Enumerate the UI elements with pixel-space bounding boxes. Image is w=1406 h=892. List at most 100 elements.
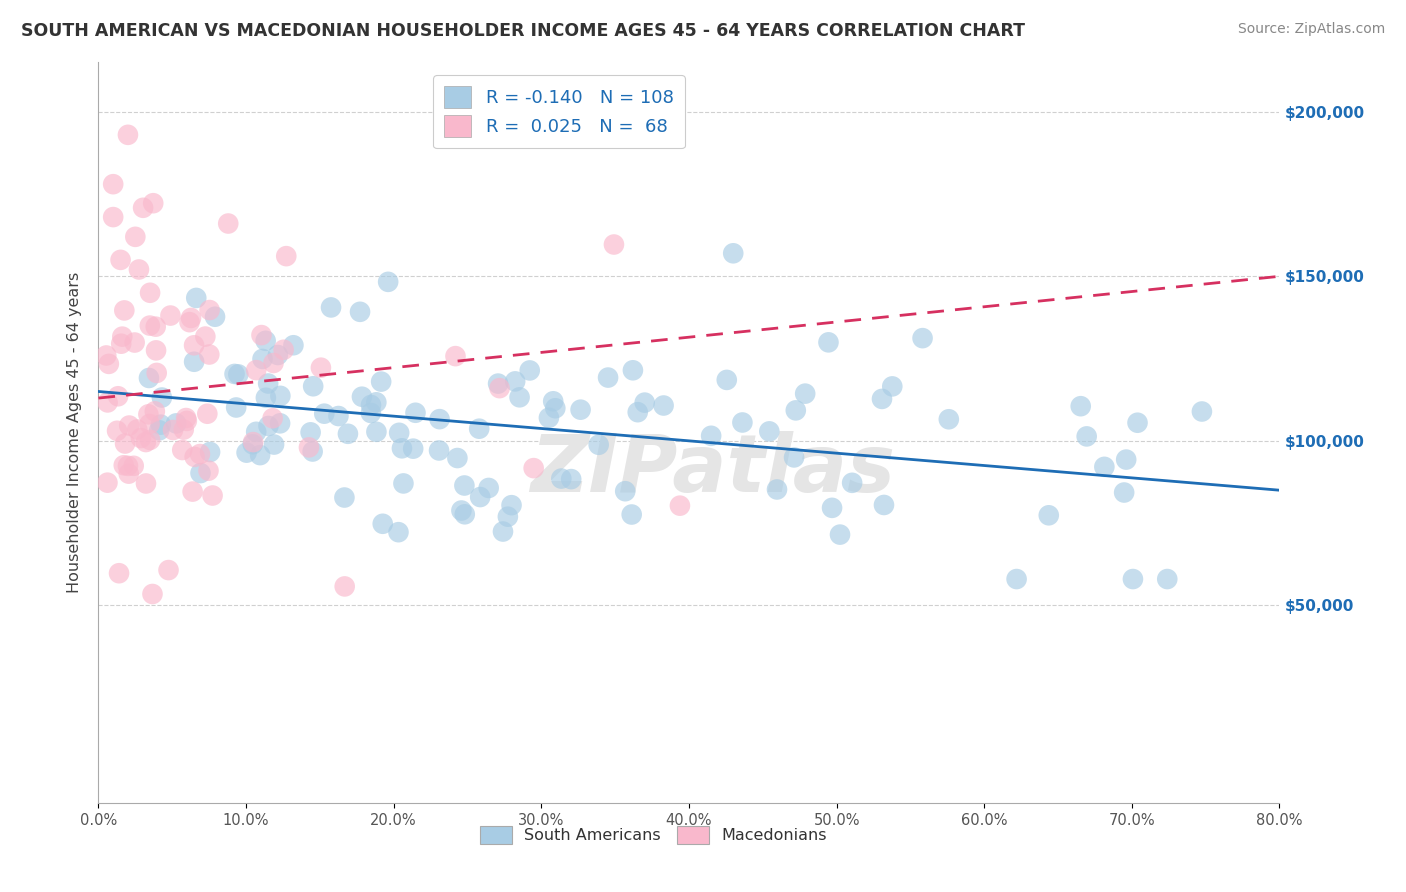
Point [183,355,205,369]
Point [370,375,392,389]
Point [150,391,173,405]
Point [267,348,290,362]
Point [190,466,212,480]
Point [360,406,382,420]
Point [242,435,264,450]
Point [496,509,519,524]
Point [135,435,157,450]
Point [541,394,564,409]
Point [402,442,425,456]
Point [108,566,131,581]
Point [627,405,650,419]
Point [1126,416,1149,430]
Point [263,356,285,370]
Point [129,431,152,445]
Point [470,490,492,504]
Point [262,411,284,425]
Point [132,201,155,215]
Point [1038,508,1060,523]
Point [1115,452,1137,467]
Point [252,351,274,366]
Point [105,424,128,438]
Point [235,445,257,459]
Point [165,417,187,431]
Y-axis label: Householder Income Ages 45 - 64 years: Householder Income Ages 45 - 64 years [67,272,83,593]
Point [224,367,246,381]
Point [444,349,467,363]
Point [333,579,356,593]
Point [112,458,135,473]
Point [366,425,388,439]
Point [148,423,170,437]
Text: SOUTH AMERICAN VS MACEDONIAN HOUSEHOLDER INCOME AGES 45 - 64 YEARS CORRELATION C: SOUTH AMERICAN VS MACEDONIAN HOUSEHOLDER… [21,22,1025,40]
Point [387,525,409,540]
Point [350,390,373,404]
Point [96,349,118,363]
Point [873,498,896,512]
Point [263,437,285,451]
Point [250,328,273,343]
Point [328,409,350,423]
Point [110,336,132,351]
Point [117,458,139,473]
Point [446,450,468,465]
Point [366,395,388,409]
Point [141,587,163,601]
Point [162,423,184,437]
Point [1122,572,1144,586]
Point [179,315,201,329]
Point [149,417,172,432]
Point [309,360,332,375]
Point [97,395,120,409]
Point [882,379,904,393]
Point [242,437,264,451]
Point [145,366,167,380]
Point [783,450,806,465]
Point [226,368,249,382]
Point [124,335,146,350]
Point [245,363,267,377]
Point [122,458,145,473]
Point [273,343,295,357]
Point [821,500,844,515]
Point [114,436,136,450]
Point [614,484,637,499]
Point [360,398,382,412]
Point [195,407,218,421]
Point [454,508,477,522]
Point [194,329,217,343]
Point [1191,404,1213,418]
Point [110,252,132,267]
Point [269,389,291,403]
Point [298,441,321,455]
Point [596,370,619,384]
Point [301,444,323,458]
Point [186,291,208,305]
Point [118,418,141,433]
Point [172,442,194,457]
Point [257,419,280,434]
Point [302,379,325,393]
Point [388,425,411,440]
Point [785,403,807,417]
Point [127,422,149,436]
Point [138,371,160,385]
Point [519,363,541,377]
Point [828,527,851,541]
Point [550,472,572,486]
Point [349,305,371,319]
Legend: South Americans, Macedonians: South Americans, Macedonians [474,819,834,850]
Point [427,443,450,458]
Point [870,392,893,406]
Point [139,433,162,447]
Point [938,412,960,426]
Point [560,472,582,486]
Point [254,391,277,405]
Point [1005,572,1028,586]
Point [245,425,267,439]
Point [336,426,359,441]
Point [450,503,472,517]
Point [1076,429,1098,443]
Point [204,310,226,324]
Point [391,442,413,456]
